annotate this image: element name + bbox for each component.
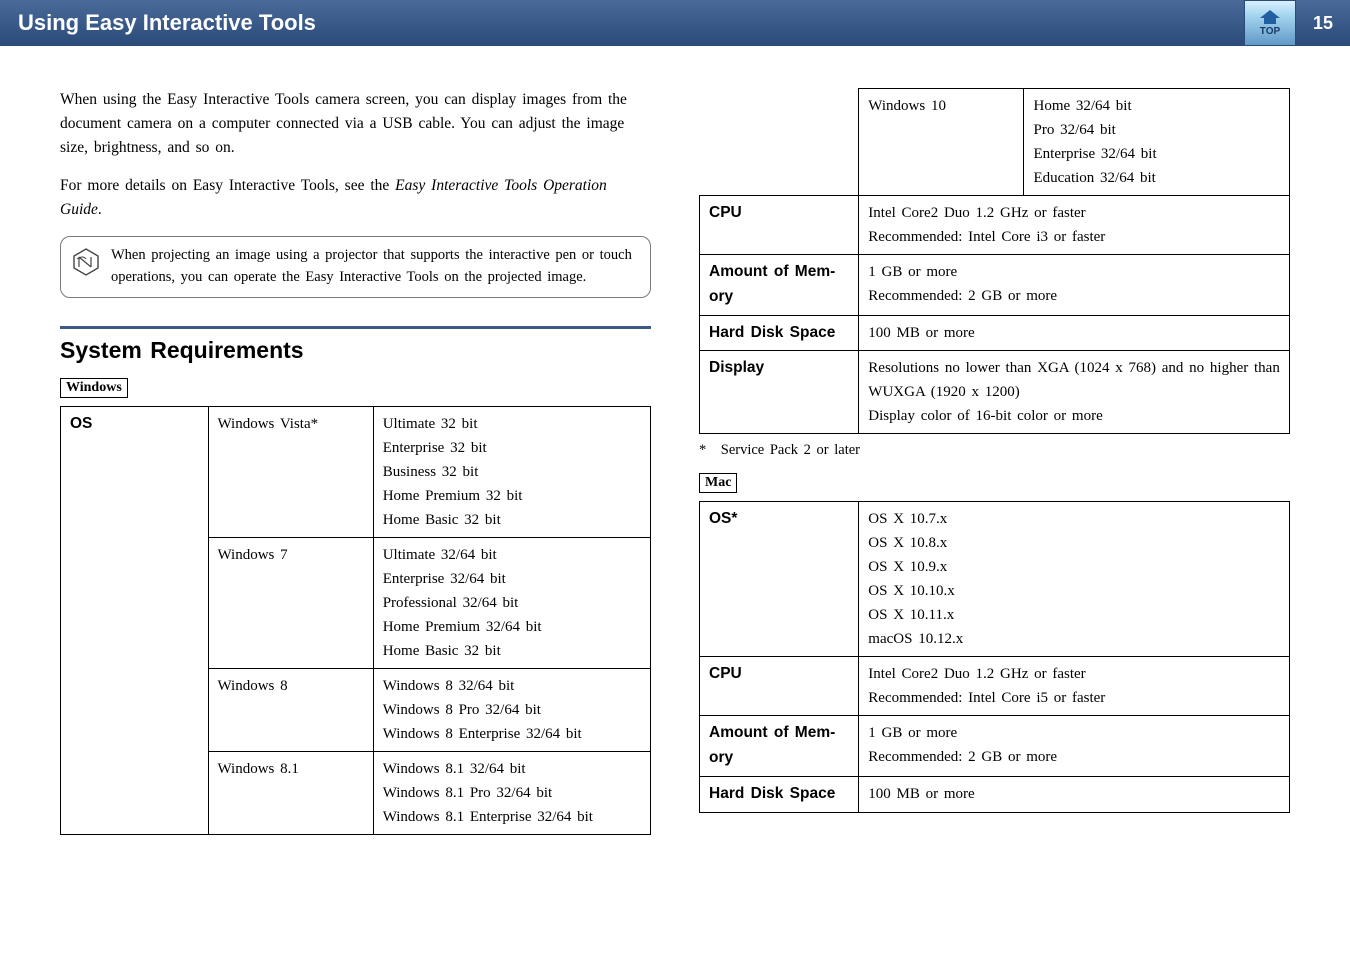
cpu-value: Intel Core2 Duo 1.2 GHz or faster Recomm… xyxy=(859,657,1290,716)
os-editions: Windows 8 32/64 bit Windows 8 Pro 32/64 … xyxy=(373,668,650,751)
home-icon-body xyxy=(1264,16,1276,24)
harddisk-header: Hard Disk Space xyxy=(700,315,859,351)
os-editions: Ultimate 32 bit Enterprise 32 bit Busine… xyxy=(373,406,650,537)
left-column: When using the Easy Interactive Tools ca… xyxy=(60,88,651,835)
header-bar: Using Easy Interactive Tools TOP 15 xyxy=(0,0,1350,46)
tip-box: When projecting an image using a project… xyxy=(60,236,651,298)
os-editions: Home 32/64 bit Pro 32/64 bit Enterprise … xyxy=(1024,89,1290,196)
tip-text: When projecting an image using a project… xyxy=(111,245,636,289)
table-row: Amount of Mem­ory 1 GB or more Recommend… xyxy=(700,716,1290,777)
os-version: Windows 8.1 xyxy=(208,751,373,834)
table-row: OS Windows Vista* Ultimate 32 bit Enterp… xyxy=(61,406,651,537)
para2-pre: For more details on Easy Interactive Too… xyxy=(60,177,395,194)
memory-value: 1 GB or more Recommended: 2 GB or more xyxy=(859,716,1290,777)
table-row: Windows 10 Home 32/64 bit Pro 32/64 bit … xyxy=(700,89,1290,196)
header-right: TOP 15 xyxy=(1244,0,1350,46)
tip-icon xyxy=(71,247,101,277)
os-header: OS* xyxy=(700,502,859,657)
cpu-header: CPU xyxy=(700,657,859,716)
os-version: Windows 7 xyxy=(208,537,373,668)
section-heading: System Requirements xyxy=(60,337,651,364)
windows-label: Windows xyxy=(60,378,128,398)
windows-spec-table: OS Windows Vista* Ultimate 32 bit Enterp… xyxy=(60,406,651,835)
section-divider xyxy=(60,326,651,329)
os-version: Windows 8 xyxy=(208,668,373,751)
os-editions: Windows 8.1 32/64 bit Windows 8.1 Pro 32… xyxy=(373,751,650,834)
cpu-value: Intel Core2 Duo 1.2 GHz or faster Recomm… xyxy=(859,196,1290,255)
content-area: When using the Easy Interactive Tools ca… xyxy=(0,46,1350,835)
mac-spec-table: OS* OS X 10.7.x OS X 10.8.x OS X 10.9.x … xyxy=(699,501,1290,812)
cpu-header: CPU xyxy=(700,196,859,255)
table-row: OS* OS X 10.7.x OS X 10.8.x OS X 10.9.x … xyxy=(700,502,1290,657)
os-editions: Ultimate 32/64 bit Enterprise 32/64 bit … xyxy=(373,537,650,668)
intro-para-1: When using the Easy Interactive Tools ca… xyxy=(60,88,651,160)
harddisk-value: 100 MB or more xyxy=(859,776,1290,812)
memory-value: 1 GB or more Recommended: 2 GB or more xyxy=(859,255,1290,316)
table-row: Display Resolutions no lower than XGA (1… xyxy=(700,351,1290,434)
para2-post: . xyxy=(98,201,102,218)
memory-header: Amount of Mem­ory xyxy=(700,716,859,777)
table-row: CPU Intel Core2 Duo 1.2 GHz or faster Re… xyxy=(700,657,1290,716)
table-row: Hard Disk Space 100 MB or more xyxy=(700,315,1290,351)
top-button[interactable]: TOP xyxy=(1244,0,1296,46)
page-number: 15 xyxy=(1296,0,1350,46)
right-column: Windows 10 Home 32/64 bit Pro 32/64 bit … xyxy=(699,88,1290,835)
display-header: Display xyxy=(700,351,859,434)
empty-cell xyxy=(700,89,859,196)
windows-spec-table-cont: Windows 10 Home 32/64 bit Pro 32/64 bit … xyxy=(699,88,1290,434)
memory-header: Amount of Mem­ory xyxy=(700,255,859,316)
footnote: * Service Pack 2 or later xyxy=(699,442,1290,459)
intro-para-2: For more details on Easy Interactive Too… xyxy=(60,174,651,222)
table-row: Amount of Mem­ory 1 GB or more Recommend… xyxy=(700,255,1290,316)
os-header: OS xyxy=(61,406,209,834)
os-version: Windows Vista* xyxy=(208,406,373,537)
top-button-label: TOP xyxy=(1260,26,1280,37)
harddisk-value: 100 MB or more xyxy=(859,315,1290,351)
harddisk-header: Hard Disk Space xyxy=(700,776,859,812)
os-value: OS X 10.7.x OS X 10.8.x OS X 10.9.x OS X… xyxy=(859,502,1290,657)
mac-label: Mac xyxy=(699,473,737,493)
table-row: Hard Disk Space 100 MB or more xyxy=(700,776,1290,812)
page-title: Using Easy Interactive Tools xyxy=(18,10,316,36)
display-value: Resolutions no lower than XGA (1024 x 76… xyxy=(859,351,1290,434)
os-version: Windows 10 xyxy=(859,89,1024,196)
table-row: CPU Intel Core2 Duo 1.2 GHz or faster Re… xyxy=(700,196,1290,255)
